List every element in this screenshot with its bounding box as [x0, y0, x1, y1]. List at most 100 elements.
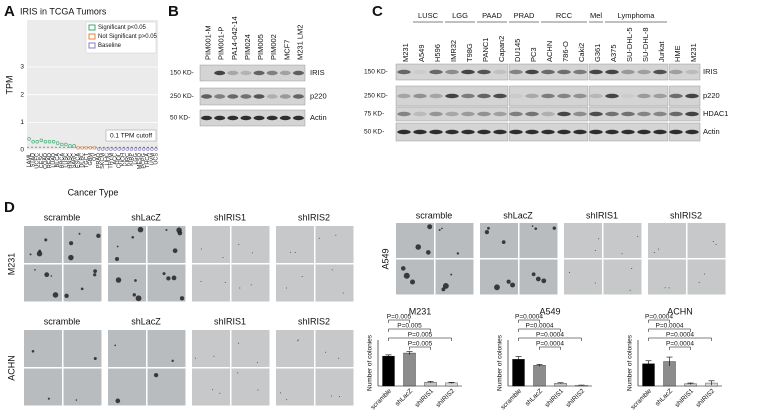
blot-strip — [395, 106, 509, 122]
p-value: P=0.005 — [408, 341, 433, 348]
condition-label: shIRIS1 — [586, 210, 618, 220]
legend-label: Significant p<0.05 — [98, 25, 147, 31]
lane-label: PA14-042-14 — [230, 16, 239, 60]
colony — [410, 279, 416, 285]
chart-title: IRIS in TCGA Tumors — [20, 6, 107, 16]
blot-band — [279, 70, 291, 76]
blot-strip — [509, 106, 589, 122]
condition-label: shIRIS1 — [214, 316, 246, 326]
blot-band — [541, 111, 555, 117]
p-value: P=0.0004 — [536, 341, 564, 348]
blot-band — [653, 93, 667, 99]
colony — [286, 399, 288, 401]
blot-band — [266, 115, 278, 121]
colony — [415, 244, 422, 250]
data-point — [80, 146, 84, 150]
chart-title: M231 — [409, 306, 432, 316]
colony — [442, 282, 449, 289]
colony — [456, 252, 460, 255]
colony — [534, 227, 538, 230]
colony — [294, 251, 296, 253]
blot-band — [573, 129, 587, 135]
micrograph — [63, 368, 102, 406]
lane-label: PIM024 — [243, 34, 252, 60]
blot-band — [685, 129, 699, 135]
colony — [68, 254, 74, 261]
y-tick-label: 3 — [20, 64, 24, 71]
sig-bracket — [648, 319, 670, 323]
blot-band — [621, 93, 635, 99]
micrograph — [147, 368, 186, 406]
blot-band — [240, 115, 252, 121]
blot-band — [541, 69, 555, 75]
blot-band — [605, 93, 619, 99]
colony — [256, 362, 258, 364]
x-tick-label: shIRIS2 — [565, 387, 587, 409]
colony — [116, 245, 119, 248]
blot-band — [201, 94, 213, 99]
blot-band — [413, 111, 427, 117]
row-label: p220 — [703, 91, 720, 100]
colony — [441, 227, 443, 230]
colony — [213, 355, 215, 357]
lane-label: PIM002 — [269, 34, 278, 60]
colony — [594, 282, 596, 284]
blot-band — [509, 129, 523, 135]
blot-band — [445, 69, 459, 75]
data-point — [154, 147, 158, 151]
blot-band — [685, 69, 699, 75]
lane-label: Capan2 — [497, 36, 506, 62]
lane-label: A375 — [609, 44, 618, 62]
blot-band — [240, 70, 252, 76]
colony — [664, 287, 666, 289]
row-label: IRIS — [703, 67, 718, 76]
colony — [115, 398, 121, 404]
condition-label: scramble — [44, 316, 81, 326]
blot-band — [253, 115, 265, 121]
p-value: P=0.0004 — [655, 323, 683, 330]
colony — [342, 292, 344, 294]
chart-title: ACHN — [667, 306, 693, 316]
x-tick-label: ACC — [112, 153, 118, 165]
blot-band — [445, 93, 459, 99]
lane-label: PIM005 — [256, 34, 265, 60]
p-value: P=0.0004 — [666, 341, 694, 348]
colony — [331, 269, 333, 271]
sig-bracket — [648, 337, 712, 341]
blot-band — [227, 115, 239, 121]
micrograph — [648, 259, 686, 295]
data-point — [125, 147, 129, 151]
blot-band — [461, 129, 475, 135]
legend-box — [85, 21, 157, 54]
marker-label: 150 KD- — [170, 70, 194, 77]
blot-band — [397, 69, 411, 75]
marker-label: 75 KD- — [364, 111, 384, 118]
colony — [487, 226, 490, 230]
group-label: LGG — [452, 11, 468, 20]
blot-band — [429, 111, 443, 117]
colony — [441, 287, 446, 292]
colony — [535, 276, 541, 282]
blot-band — [429, 129, 443, 135]
micrograph — [276, 330, 314, 367]
p-value: P=0.0004 — [525, 323, 553, 330]
x-tick-label: HNSC — [67, 153, 73, 169]
blot-band — [685, 111, 699, 117]
micrograph — [315, 368, 354, 406]
group-label: PAAD — [482, 11, 502, 20]
lane-label: T98G — [465, 43, 474, 62]
x-tick-label: shIRIS2 — [435, 387, 457, 409]
blot-band — [493, 93, 507, 99]
colony — [44, 238, 48, 242]
colony — [222, 256, 224, 258]
blot-band — [397, 93, 411, 99]
colony — [325, 351, 327, 353]
x-tick-label: THCA — [145, 153, 151, 168]
bar — [533, 365, 546, 387]
condition-label: shIRIS2 — [298, 316, 330, 326]
p-value: P=0.0004 — [515, 314, 543, 321]
legend-swatch — [88, 33, 96, 40]
condition-label: shLacZ — [131, 212, 161, 222]
blot-band — [541, 129, 555, 135]
x-tick-label: COAD — [43, 153, 49, 169]
